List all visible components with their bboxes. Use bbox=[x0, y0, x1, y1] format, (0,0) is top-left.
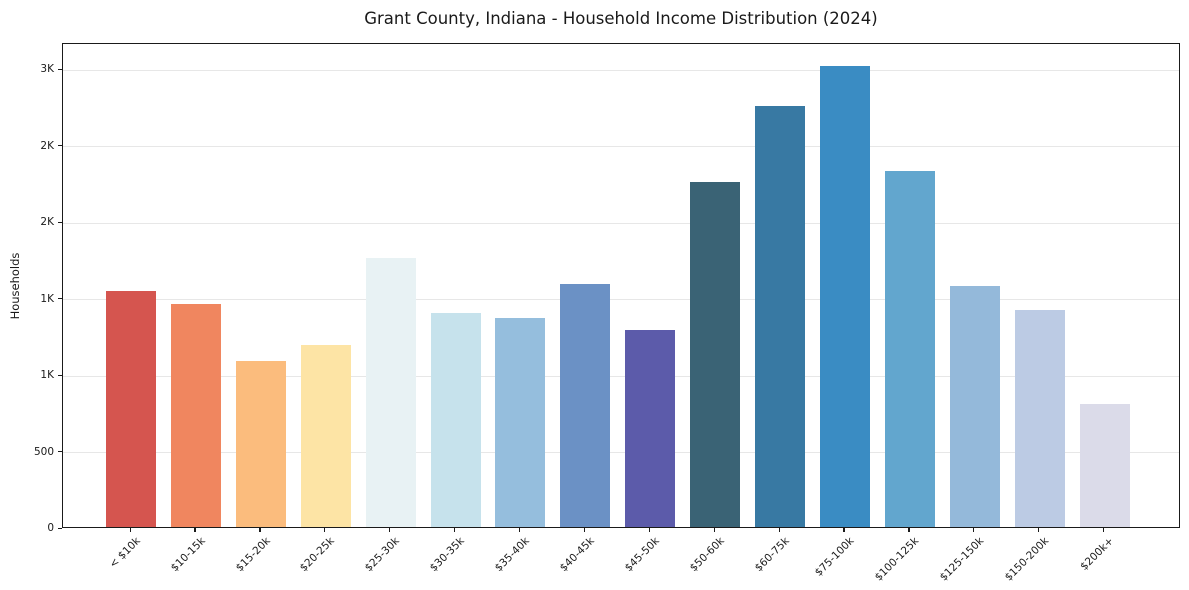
x-tick-label-text: < $10k bbox=[106, 535, 143, 571]
y-tick-label: 2K bbox=[40, 139, 54, 152]
x-tick-label-text: $15-20k bbox=[233, 535, 273, 575]
x-tick-label-text: $10-15k bbox=[168, 535, 208, 575]
x-tick-mark bbox=[1103, 528, 1105, 532]
x-tick-label-text: $25-30k bbox=[362, 535, 403, 575]
y-tick-mark bbox=[58, 451, 62, 453]
x-tick-label-text: $20-25k bbox=[298, 535, 338, 575]
y-axis-title: Households bbox=[8, 252, 22, 320]
bar bbox=[495, 318, 546, 527]
y-tick-mark bbox=[58, 145, 62, 147]
x-tick-label-text: $200k+ bbox=[1078, 535, 1116, 573]
x-tick-label-text: $100-125k bbox=[872, 535, 922, 584]
bar bbox=[170, 304, 221, 527]
gridline bbox=[63, 69, 1179, 71]
y-tick-mark bbox=[58, 527, 62, 529]
bar bbox=[430, 312, 481, 527]
x-tick-mark bbox=[194, 528, 196, 532]
gridline bbox=[63, 452, 1179, 453]
y-tick-mark bbox=[58, 374, 62, 376]
x-tick-mark bbox=[778, 528, 780, 532]
bar bbox=[819, 66, 870, 527]
gridline bbox=[63, 146, 1179, 147]
y-tick-mark bbox=[58, 221, 62, 223]
x-tick-label-text: $40-45k bbox=[557, 535, 597, 575]
x-tick-label-text: $35-40k bbox=[492, 535, 532, 575]
gridline bbox=[63, 375, 1179, 377]
x-tick-mark bbox=[648, 528, 650, 532]
y-tick-label: 3K bbox=[40, 63, 54, 75]
gridline bbox=[63, 299, 1179, 300]
y-tick-label: 2K bbox=[40, 216, 54, 228]
x-tick-mark bbox=[518, 528, 521, 532]
bar bbox=[106, 290, 156, 527]
y-tick-label: 0 bbox=[47, 522, 54, 534]
bar bbox=[755, 105, 805, 527]
x-tick-mark bbox=[389, 528, 391, 532]
bar bbox=[300, 344, 351, 527]
bar bbox=[235, 361, 286, 527]
y-tick-label: 1K bbox=[40, 369, 54, 381]
x-tick-label-text: $50-60k bbox=[687, 535, 727, 575]
x-tick-mark bbox=[259, 528, 261, 532]
bar bbox=[1014, 309, 1065, 527]
x-tick-label-text: $125-150k bbox=[937, 535, 987, 584]
bar bbox=[690, 182, 741, 527]
chart-title: Grant County, Indiana - Household Income… bbox=[364, 9, 878, 28]
x-tick-mark bbox=[973, 528, 975, 532]
bar bbox=[365, 257, 416, 527]
x-tick-mark bbox=[713, 528, 715, 532]
gridline bbox=[63, 222, 1179, 224]
x-tick-label-text: $75-100k bbox=[812, 535, 857, 579]
y-tick-mark bbox=[58, 68, 62, 70]
y-tick-label: 1K bbox=[40, 292, 54, 305]
x-tick-mark bbox=[129, 528, 131, 532]
x-tick-label-text: $150-200k bbox=[1002, 535, 1052, 584]
x-tick-label-text: $30-35k bbox=[427, 535, 467, 575]
plot-area bbox=[62, 43, 1180, 528]
bar bbox=[884, 171, 935, 527]
bar bbox=[560, 283, 611, 527]
y-tick-mark bbox=[58, 298, 62, 300]
x-tick-mark bbox=[324, 528, 326, 532]
x-tick-label-text: $45-50k bbox=[622, 535, 662, 575]
y-tick-label: 500 bbox=[33, 445, 54, 458]
bar bbox=[1079, 403, 1130, 527]
x-tick-mark bbox=[583, 528, 586, 532]
x-tick-mark bbox=[843, 528, 845, 532]
x-tick-mark bbox=[1038, 528, 1040, 532]
x-tick-mark bbox=[908, 528, 910, 532]
x-tick-mark bbox=[454, 528, 456, 532]
bar bbox=[949, 286, 1000, 527]
bar bbox=[625, 329, 676, 527]
x-tick-label-text: $60-75k bbox=[752, 535, 792, 575]
